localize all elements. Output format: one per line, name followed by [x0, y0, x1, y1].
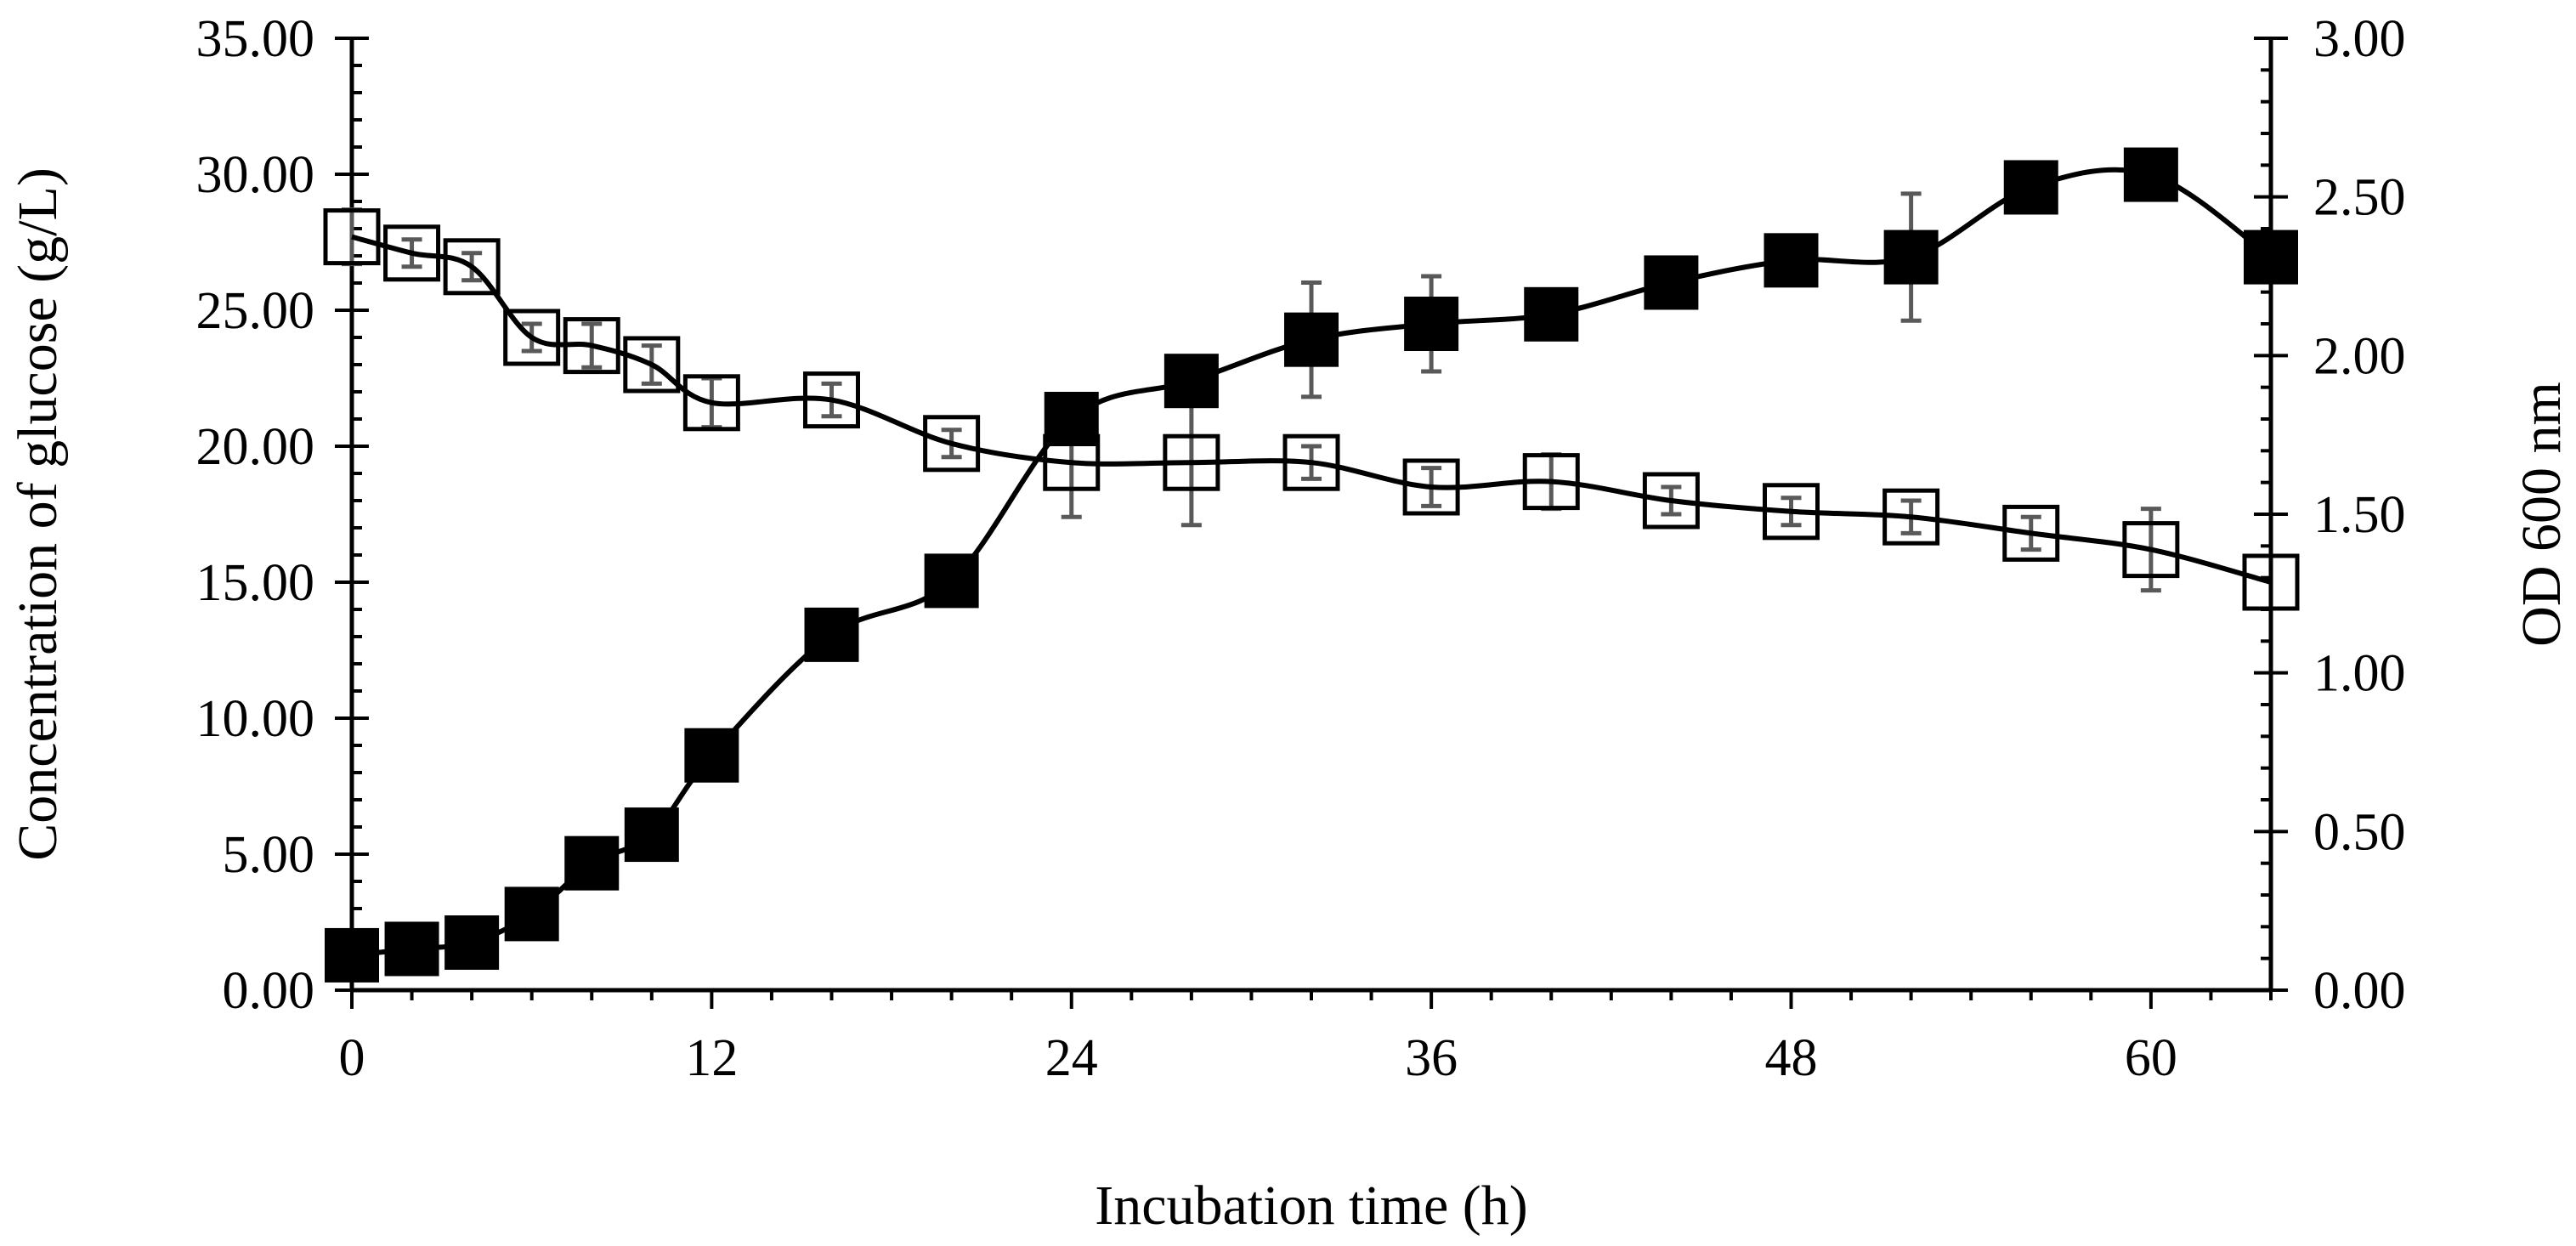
left-y-tick-label: 30.00 — [196, 146, 315, 204]
glucose-marker — [2122, 521, 2180, 579]
glucose-marker — [2002, 504, 2060, 562]
series-markers — [323, 147, 2300, 983]
left-y-axis-title: Concentration of glucose (g/L) — [7, 167, 69, 861]
right-y-tick-label: 1.00 — [2313, 645, 2406, 703]
glucose-marker — [682, 374, 740, 432]
left-y-tick-label: 15.00 — [196, 554, 315, 612]
od-marker — [1524, 286, 1579, 342]
x-axis-title: Incubation time (h) — [1095, 1175, 1528, 1237]
od-marker — [1163, 354, 1219, 409]
right-y-axis-title: OD 600 nm — [2511, 382, 2573, 647]
od-marker — [924, 553, 979, 609]
od-marker — [804, 607, 859, 662]
x-tick-label: 60 — [2125, 1029, 2177, 1087]
left-y-tick-label: 10.00 — [196, 690, 315, 748]
x-tick-label: 12 — [685, 1029, 738, 1087]
od-marker — [2244, 229, 2298, 285]
od-marker — [2123, 147, 2178, 202]
glucose-marker — [1522, 453, 1580, 511]
glucose-marker — [1642, 472, 1700, 530]
glucose-marker — [503, 309, 561, 366]
od-marker — [1764, 233, 1819, 288]
tick-labels: 0 12 24 36 48 60 0.00 5.00 10.00 15.00 20.00 25.00 3… — [196, 10, 2406, 1087]
left-y-tick-label: 20.00 — [196, 418, 315, 476]
glucose-marker — [443, 238, 501, 296]
right-y-tick-label: 1.50 — [2313, 486, 2406, 544]
glucose-marker — [803, 371, 860, 429]
od-marker — [564, 835, 620, 891]
od-marker — [444, 915, 500, 970]
glucose-marker — [1282, 433, 1340, 491]
od-marker — [384, 921, 439, 977]
glucose-marker — [2242, 553, 2300, 611]
glucose-marker — [383, 224, 441, 282]
od-marker — [684, 728, 739, 783]
glucose-marker — [1163, 433, 1220, 491]
right-y-tick-label: 0.50 — [2313, 803, 2406, 861]
od-marker — [1404, 297, 1459, 351]
left-y-tick-label: 35.00 — [196, 10, 315, 68]
od-marker — [1284, 312, 1339, 367]
x-tick-label: 48 — [1765, 1029, 1818, 1087]
x-tick-label: 36 — [1405, 1029, 1458, 1087]
series-line — [351, 234, 2272, 585]
left-y-tick-label: 5.00 — [223, 826, 315, 884]
glucose-marker — [1402, 458, 1460, 516]
glucose-marker — [323, 208, 381, 266]
od-marker — [1883, 229, 1939, 285]
glucose-marker — [923, 415, 981, 473]
left-y-tick-label: 25.00 — [196, 282, 315, 340]
right-y-tick-label: 3.00 — [2313, 10, 2406, 68]
glucose-marker — [1763, 483, 1820, 541]
od-marker — [1044, 392, 1099, 446]
glucose-marker — [563, 317, 620, 375]
od-marker — [1644, 255, 1699, 310]
glucose-marker — [623, 336, 681, 394]
ticks — [335, 37, 2288, 1009]
x-tick-label: 0 — [339, 1029, 365, 1087]
right-y-tick-label: 0.00 — [2313, 962, 2406, 1020]
x-tick-label: 24 — [1045, 1029, 1098, 1087]
left-y-tick-label: 0.00 — [223, 962, 315, 1020]
right-y-tick-label: 2.50 — [2313, 169, 2406, 227]
right-y-tick-label: 2.00 — [2313, 327, 2406, 385]
od-marker — [325, 927, 379, 983]
od-marker — [624, 807, 679, 863]
od-marker — [2003, 160, 2058, 215]
glucose-marker — [1882, 488, 1940, 546]
od-marker — [504, 886, 559, 942]
